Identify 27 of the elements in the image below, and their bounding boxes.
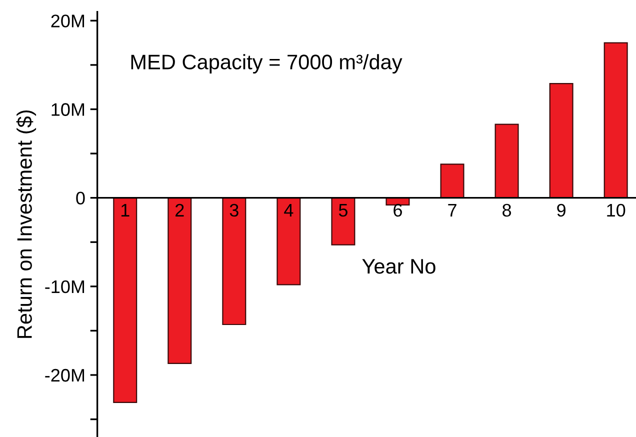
bar [168, 197, 192, 364]
x-tick-label: 5 [338, 204, 348, 217]
bar [549, 82, 574, 198]
bar [331, 197, 356, 246]
bar [494, 124, 519, 198]
bar [440, 164, 464, 198]
annotation: MED Capacity = 7000 m³/day [131, 54, 402, 74]
bar [222, 197, 246, 326]
x-tick-label: 10 [607, 204, 626, 217]
bar [113, 197, 138, 404]
x-tick-label: 1 [121, 204, 130, 216]
y-tick-label: 0 [76, 192, 85, 205]
bar [276, 197, 301, 286]
x-tick-label: 7 [448, 204, 456, 216]
y-axis-title: Return on Investment ($) [16, 110, 36, 338]
y-tick-label: -10M [45, 280, 84, 294]
x-tick-label: 9 [557, 204, 566, 217]
x-tick-label: 3 [230, 204, 238, 217]
y-tick-label: 10M [52, 103, 84, 116]
x-tick-label: 2 [176, 204, 184, 216]
x-axis-title: Year No [362, 259, 436, 274]
bar [604, 42, 628, 198]
y-tick-label: -20M [45, 368, 84, 382]
y-tick-label: 20M [51, 14, 84, 28]
x-tick-label: 6 [394, 204, 402, 217]
x-tick-label: 4 [284, 204, 294, 216]
x-tick-label: 8 [502, 204, 512, 217]
